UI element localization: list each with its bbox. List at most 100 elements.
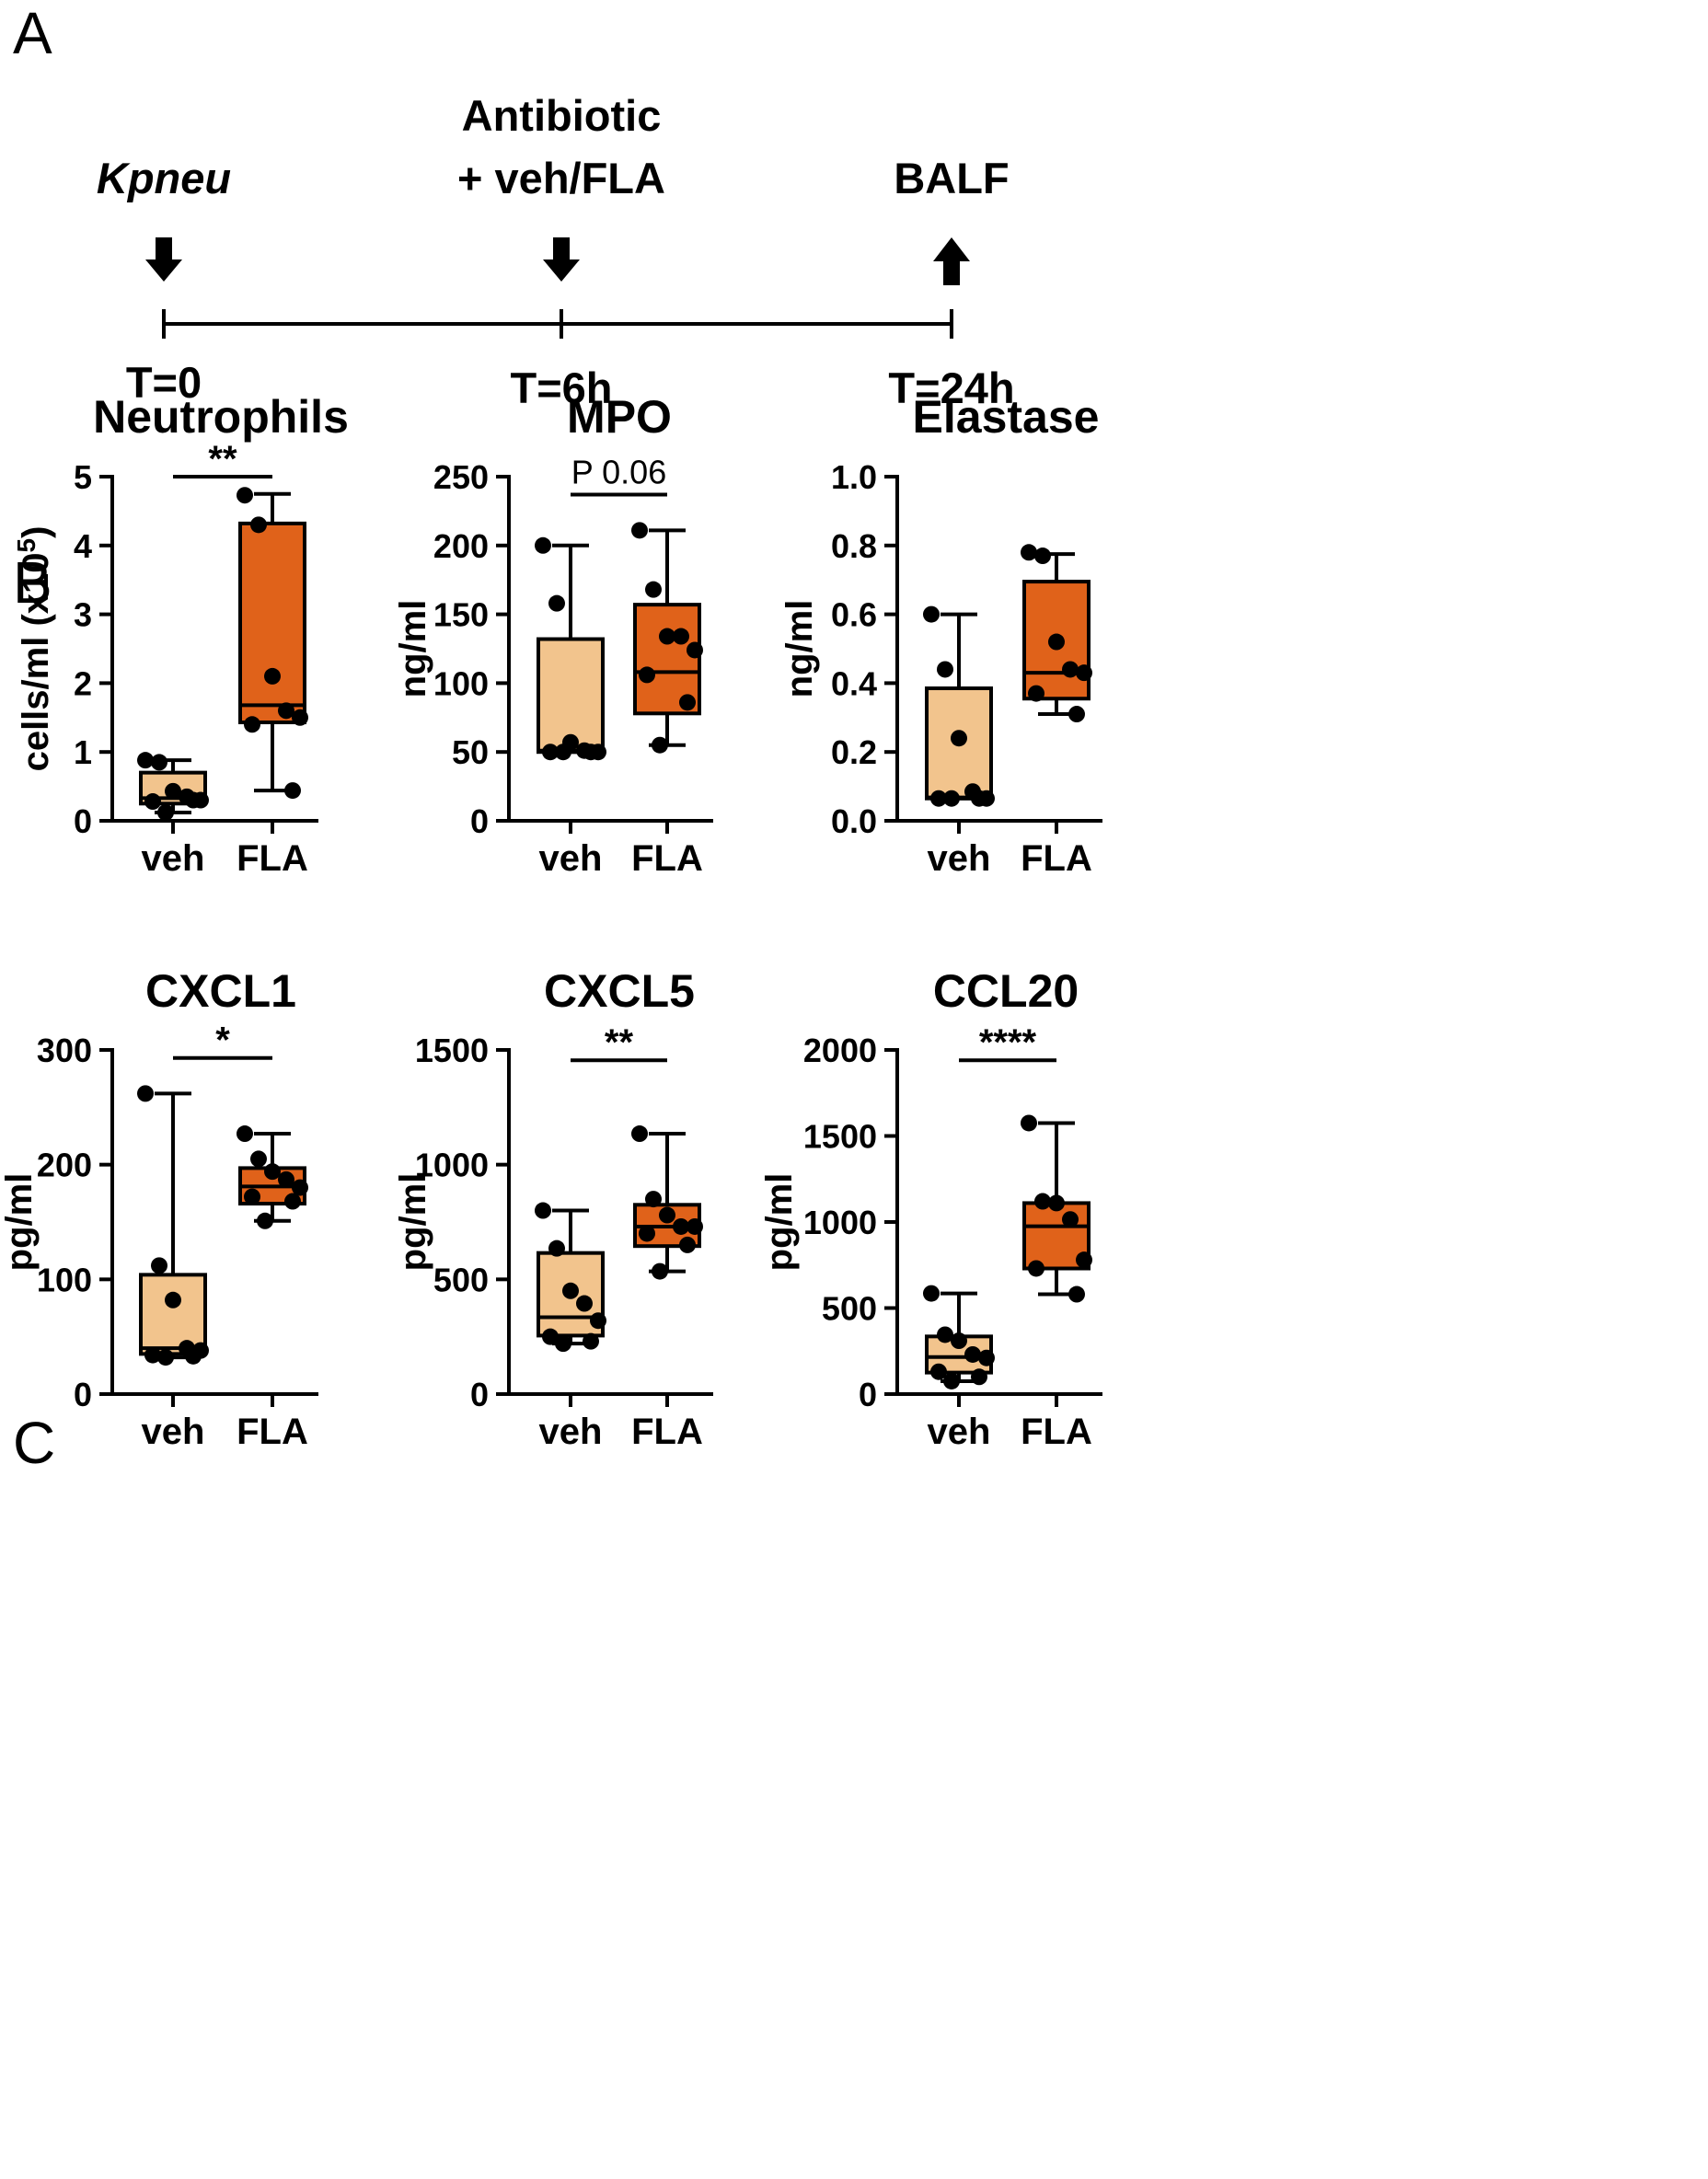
category-label: FLA xyxy=(237,1412,308,1452)
data-point xyxy=(951,1332,967,1350)
box-plot-cxcl5: CXCL5 0 500 1000 1500 pg/ml veh FLA ** xyxy=(393,965,713,1452)
data-point xyxy=(244,1188,260,1205)
box-FLA xyxy=(237,487,308,800)
data-point xyxy=(257,1212,273,1229)
data-point xyxy=(951,730,967,747)
data-point xyxy=(137,1085,154,1102)
timeline-time-label: T=24h xyxy=(888,363,1014,412)
timeline-time-label: T=0 xyxy=(126,358,202,407)
data-point xyxy=(1062,661,1079,678)
data-point xyxy=(673,628,689,645)
data-point xyxy=(144,793,161,811)
data-point xyxy=(535,1202,551,1219)
chart-title: Neutrophils xyxy=(93,391,349,443)
category-label: FLA xyxy=(631,838,703,879)
panel-label-c: C xyxy=(13,1410,55,1476)
y-axis-label: pg/ml xyxy=(759,1173,800,1272)
data-point xyxy=(971,790,987,807)
y-tick-label: 0.2 xyxy=(831,733,877,771)
data-point xyxy=(978,1349,995,1366)
data-point xyxy=(679,694,696,711)
box-veh xyxy=(535,536,606,761)
data-point xyxy=(244,716,260,733)
box-iqr xyxy=(537,637,605,755)
data-point xyxy=(157,1349,174,1366)
data-point xyxy=(1048,1194,1065,1212)
significance-label: ** xyxy=(208,439,237,479)
y-tick-label: 2000 xyxy=(803,1032,877,1069)
y-tick-label: 0 xyxy=(74,802,92,840)
significance-label: P 0.06 xyxy=(571,453,666,490)
y-tick-label: 1 xyxy=(74,733,92,771)
y-axis-label: pg/ml xyxy=(393,1173,433,1272)
y-tick-label: 0 xyxy=(859,1376,877,1413)
data-point xyxy=(687,1217,703,1235)
data-point xyxy=(237,1125,253,1143)
box-iqr xyxy=(139,1273,207,1356)
y-tick-label: 100 xyxy=(37,1261,92,1298)
y-axis-label: cells/ml (x105) xyxy=(12,526,56,772)
data-point xyxy=(1028,1260,1044,1277)
data-point xyxy=(278,702,294,720)
category-label: FLA xyxy=(631,1412,703,1452)
category-label: FLA xyxy=(1021,838,1092,879)
y-tick-label: 200 xyxy=(37,1147,92,1184)
significance-label: * xyxy=(215,1020,230,1061)
data-point xyxy=(937,661,953,678)
data-point xyxy=(652,736,668,754)
data-point xyxy=(292,1179,308,1196)
data-point xyxy=(264,1163,281,1181)
box-veh xyxy=(535,1202,606,1353)
data-point xyxy=(250,516,267,534)
data-point xyxy=(165,1291,181,1309)
y-tick-label: 0 xyxy=(470,802,489,840)
data-point xyxy=(542,1328,559,1345)
data-point xyxy=(1021,544,1037,561)
box-veh xyxy=(923,605,995,807)
y-tick-label: 0 xyxy=(470,1376,489,1413)
data-point xyxy=(1068,1285,1085,1303)
significance-label: **** xyxy=(979,1022,1037,1063)
data-point xyxy=(555,744,571,761)
box-veh xyxy=(923,1285,995,1389)
y-axis-label: pg/ml xyxy=(0,1173,40,1272)
down-arrow-icon xyxy=(543,237,580,282)
data-point xyxy=(645,581,662,598)
category-label: veh xyxy=(142,838,205,879)
data-point xyxy=(659,1206,675,1224)
box-FLA xyxy=(237,1125,308,1229)
data-point xyxy=(639,666,655,684)
y-tick-label: 50 xyxy=(452,733,489,771)
data-point xyxy=(923,605,940,623)
data-point xyxy=(144,1346,161,1364)
data-point xyxy=(165,782,181,800)
data-point xyxy=(548,1239,565,1257)
data-point xyxy=(555,1335,571,1353)
data-point xyxy=(943,1372,960,1389)
data-point xyxy=(923,1285,940,1302)
y-tick-label: 1500 xyxy=(803,1118,877,1156)
chart-title: CXCL1 xyxy=(145,965,296,1017)
category-label: veh xyxy=(928,838,991,879)
y-tick-label: 1000 xyxy=(803,1204,877,1241)
timeline: Kpneu Antibiotic + veh/FLA BALF T=0 T=6h… xyxy=(97,91,1015,412)
timeline-event-label: Antibiotic xyxy=(462,91,662,140)
data-point xyxy=(1034,548,1051,565)
box-FLA xyxy=(631,1125,703,1280)
panel-label-a: A xyxy=(13,0,52,66)
data-point xyxy=(250,1150,267,1168)
data-point xyxy=(185,791,202,809)
box-veh xyxy=(137,752,209,822)
y-axis-label-end: ) xyxy=(16,526,56,538)
data-point xyxy=(639,1225,655,1242)
data-point xyxy=(1076,664,1092,682)
y-tick-label: 1.0 xyxy=(831,458,877,496)
data-point xyxy=(237,487,253,504)
y-tick-label: 200 xyxy=(433,527,489,565)
data-point xyxy=(673,1217,689,1235)
box-FLA xyxy=(1021,544,1092,723)
data-point xyxy=(687,641,703,659)
